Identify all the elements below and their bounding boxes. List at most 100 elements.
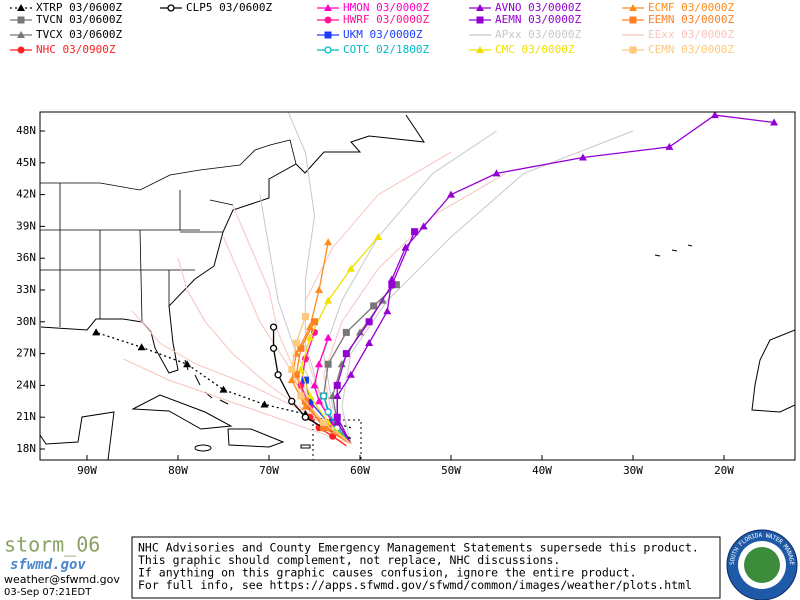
track-line [323,130,497,444]
track-point [305,333,314,341]
legend-marker [629,4,637,11]
track-line [123,358,352,445]
timestamp: 03-Sep 07:21EDT [4,587,92,598]
track-point [269,323,278,331]
legend-marker [167,4,175,12]
track-point [419,222,428,230]
track-point [324,333,333,341]
track-point [411,228,419,236]
logo-sub: sfwmd.gov [10,557,86,573]
track-point [333,381,341,389]
track-line [132,310,352,445]
map [40,112,795,460]
disclaimer-line: NHC Advisories and County Emergency Mana… [138,541,699,555]
legend-label: ECMF 03/0000Z [648,1,734,14]
track-point [320,419,328,426]
track-point [342,328,350,336]
lon-tick-label: 70W [259,464,279,477]
track-point [356,328,364,336]
track-point [324,360,332,368]
track-point [306,397,314,405]
disclaimer-line: For full info, see https://apps.sfwmd.go… [138,578,692,592]
track-point [324,238,333,246]
legend-label: AEMN 03/0000Z [495,13,581,26]
track-point [324,408,332,416]
track-point [365,339,374,346]
legend-label: UKM 03/0000Z [343,28,423,41]
lat-tick-label: 33N [16,283,36,296]
legend-marker [629,46,637,54]
canada-border [40,139,297,191]
lat-tick-label: 30N [16,315,36,328]
track-point [92,328,101,336]
legend-marker [324,46,332,54]
track-point [370,302,378,310]
legend-marker [324,4,332,11]
track-line [304,151,452,444]
track-point [183,360,192,368]
track-point [301,376,309,384]
track-point [311,318,318,326]
lat-tick-label: 39N [16,219,36,232]
hispaniola [227,428,285,448]
legend-marker [17,46,25,54]
track-point [710,112,719,119]
track-point [137,343,146,351]
legend-label: HMON 03/0000Z [343,1,429,14]
track-point [297,392,305,400]
lon-tick-label: 60W [350,464,370,477]
track-line [322,395,352,445]
legend-marker [324,31,332,39]
track-point [346,370,355,378]
track-point [346,264,355,272]
mexico [40,411,115,460]
track-point [219,385,228,393]
map-frame [39,111,796,461]
track-line [341,130,634,444]
legend-marker [17,16,25,24]
lon-tick-label: 20W [714,464,734,477]
track-point [492,169,501,177]
lat-tick-label: 42N [16,188,36,201]
lat-tick-label: 24N [16,378,36,391]
legend-label: XTRP 03/0600Z [36,1,122,14]
track-line [323,172,506,444]
cuba [131,394,233,430]
email: weather@sfwmd.gov [4,573,120,586]
legend-label: EExx 03/0000Z [648,28,734,41]
track-point [301,413,310,421]
azores [654,244,693,257]
bahamas [184,359,229,405]
legend-label: APxx 03/0000Z [495,28,581,41]
legend-label: TVCX 03/0600Z [36,28,122,41]
lat-tick-label: 36N [16,251,36,264]
legend-marker [324,16,332,24]
track-line [336,114,775,445]
track-point [296,365,305,373]
track-point [374,233,383,240]
track-line [295,321,352,445]
track-point [292,339,300,347]
track-point [320,424,328,432]
legend-label: COTC 02/1800Z [343,43,429,56]
seal-center [744,547,780,583]
lon-tick-label: 30W [623,464,643,477]
track-point [315,360,324,368]
legend-marker [17,31,25,38]
lat-tick-label: 27N [16,347,36,360]
track-line [336,231,416,444]
legend-marker [629,16,637,24]
track-point [288,366,296,373]
legend-label: TVCN 03/0600Z [36,13,122,26]
track-point [665,142,674,150]
disclaimer-box [131,536,721,599]
lat-tick-label: 45N [16,156,36,169]
track-point [365,318,373,326]
track-point [315,286,324,293]
track-line [291,316,352,445]
track-point [337,360,346,368]
track-point [333,418,342,426]
track-point [301,402,310,410]
